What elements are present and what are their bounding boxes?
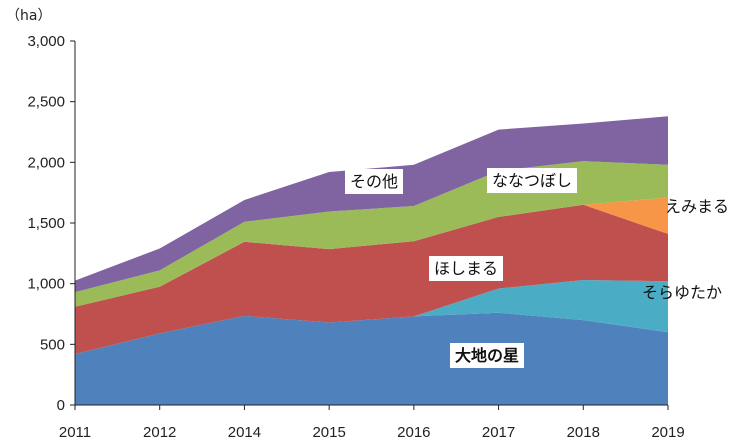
area-0: [75, 312, 668, 405]
series-label-text: 大地の星: [455, 346, 519, 365]
x-tick-label: 2017: [482, 424, 515, 441]
series-label-bg: [449, 343, 525, 368]
y-tick-label: 1,500: [27, 215, 65, 232]
y-unit-label: （ha）: [6, 8, 51, 24]
series-label-4: ななつぼし: [486, 168, 578, 193]
series-label-bg: [344, 169, 404, 194]
series-label-3: えみまる: [665, 197, 729, 216]
series-label-text: ななつぼし: [492, 171, 572, 190]
y-tick-label: 2,500: [27, 94, 65, 111]
x-tick-label: 2011: [59, 424, 91, 441]
x-tick-label: 2015: [312, 424, 345, 441]
series-label-text: その他: [350, 172, 398, 191]
area-4: [75, 161, 668, 307]
series-label-2: ほしまる: [428, 256, 504, 281]
series-label-text: えみまる: [665, 197, 729, 216]
series-label-bg: [486, 168, 578, 193]
x-tick-label: 2012: [143, 424, 176, 441]
x-tick-label: 2019: [651, 424, 684, 441]
series-label-0: 大地の星: [449, 343, 525, 368]
y-tick-label: 500: [40, 336, 65, 353]
axes: 0 500 1,000 1,500 2,000 2,500 3,000 2011 2012 201…: [6, 8, 685, 441]
series-label-1: そらゆたか: [642, 283, 722, 302]
area-layers: [75, 116, 668, 405]
series-label-5: その他: [344, 169, 404, 194]
x-tick-label: 2018: [567, 424, 600, 441]
area-3: [75, 197, 668, 307]
y-tick-label: 2,000: [27, 154, 65, 171]
y-tick-label: 1,000: [27, 276, 65, 293]
x-tick-label: 2014: [228, 424, 261, 441]
x-tick-label: 2016: [397, 424, 430, 441]
area-5: [75, 116, 668, 293]
area-2: [75, 204, 668, 355]
series-labels: 大地の星 そらゆたか ほしまる えみまる ななつぼし その他: [344, 168, 729, 368]
series-label-bg: [428, 256, 504, 281]
y-tick-label: 0: [57, 397, 65, 414]
area-1: [75, 280, 668, 355]
series-label-text: そらゆたか: [642, 283, 722, 302]
y-tick-label: 3,000: [27, 33, 65, 50]
series-label-text: ほしまる: [434, 259, 498, 278]
